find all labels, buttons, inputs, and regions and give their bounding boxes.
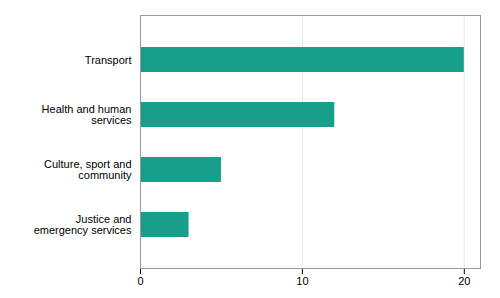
svg-text:10: 10 [296,275,308,287]
svg-text:Health and humanservices: Health and humanservices [42,103,132,126]
svg-text:Transport: Transport [85,54,132,66]
svg-text:20: 20 [458,275,470,287]
svg-text:Culture, sport andcommunity: Culture, sport andcommunity [44,158,132,181]
svg-text:Justice andemergency services: Justice andemergency services [34,213,132,236]
svg-text:0: 0 [137,275,143,287]
